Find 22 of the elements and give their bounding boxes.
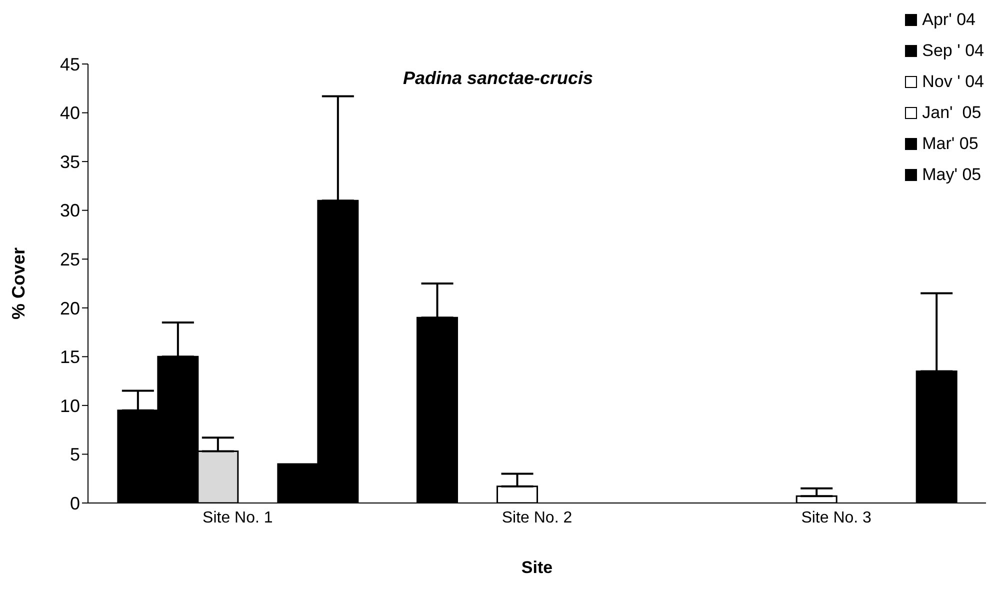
legend-label: Mar' 05	[922, 134, 978, 154]
y-tick-label: 30	[60, 200, 80, 221]
x-tick-label: Site No. 3	[801, 509, 872, 526]
legend-label: Jan' 05	[922, 103, 982, 123]
y-tick-label: 35	[60, 152, 80, 172]
x-tick-label: Site No. 2	[502, 509, 572, 526]
y-axis-title: % Cover	[8, 247, 28, 320]
legend-label: May' 05	[922, 165, 982, 185]
x-tick-label: Site No. 1	[202, 509, 273, 526]
y-tick-label: 20	[60, 298, 80, 318]
y-tick-label: 0	[70, 493, 80, 514]
chart-title: Padina sanctae-crucis	[402, 68, 594, 88]
y-tick-label: 25	[60, 250, 80, 270]
y-tick-label: 15	[60, 347, 80, 368]
y-tick-label: 10	[60, 396, 80, 416]
legend-label: Nov ' 04	[922, 72, 984, 92]
y-tick-label: 5	[70, 444, 80, 465]
y-tick-label: 40	[60, 103, 80, 124]
legend-label: Sep ' 04	[922, 41, 984, 61]
x-axis-title: Site	[521, 558, 553, 577]
legend-label: Apr' 04	[922, 10, 976, 30]
y-tick-label: 45	[60, 54, 80, 74]
